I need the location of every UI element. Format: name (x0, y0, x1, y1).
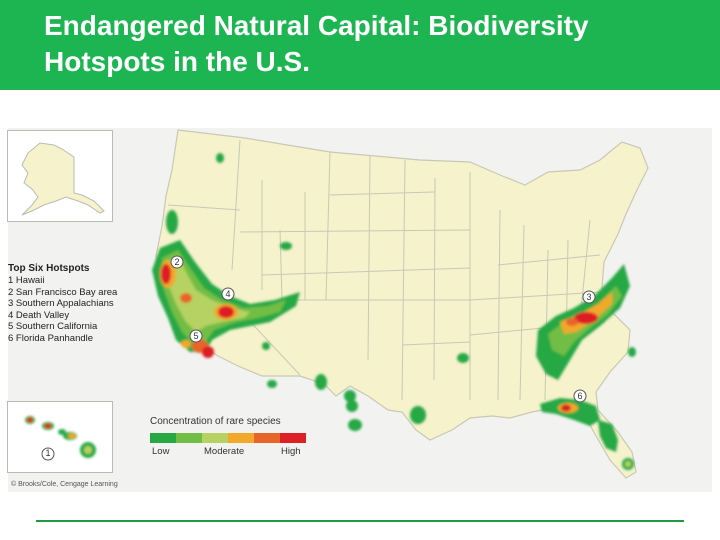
marker-4: 4 (225, 289, 230, 299)
scale-swatch (228, 433, 254, 443)
marker-5: 5 (193, 331, 198, 341)
scale-swatch (150, 433, 176, 443)
marker-6: 6 (577, 391, 582, 401)
scale-labels: Low Moderate High (150, 446, 310, 460)
contiguous-us-land (155, 129, 649, 479)
scale-swatch (254, 433, 280, 443)
legend-item: 4 Death Valley (8, 309, 70, 321)
title-bar: Endangered Natural Capital: Biodiversity… (0, 0, 720, 90)
slide-title-line-1: Endangered Natural Capital: Biodiversity (44, 10, 589, 41)
slide-title-line-2: Hotspots in the U.S. (44, 46, 310, 77)
slide-title: Endangered Natural Capital: Biodiversity… (44, 8, 704, 80)
marker-1: 1 (45, 448, 50, 458)
legend-item: 5 Southern California (8, 321, 98, 333)
scale-title: Concentration of rare species (150, 416, 281, 427)
legend-title: Top Six Hotspots (8, 263, 90, 274)
image-credit: © Brooks/Cole, Cengage Learning (11, 481, 118, 488)
hawaii-map (25, 416, 96, 461)
state-borders (167, 139, 606, 401)
legend-item: 6 Florida Panhandle (8, 332, 94, 344)
bottom-divider (36, 520, 684, 522)
marker-3: 3 (586, 292, 591, 302)
alaska-map (21, 142, 105, 216)
legend-item: 2 San Francisco Bay area (8, 286, 118, 298)
alaska-inset (7, 130, 113, 222)
scale-moderate-label: Moderate (204, 446, 245, 457)
hotspot-southern-california (202, 346, 214, 358)
scale-swatch (202, 433, 228, 443)
hotspot-or-coast (166, 210, 178, 234)
hotspot-death-valley (218, 306, 234, 318)
scale-swatch (176, 433, 202, 443)
marker-2: 2 (174, 257, 179, 267)
hotspot-southern-appalachians (574, 312, 598, 324)
hotspot-markers (170, 255, 596, 403)
hawaii-inset (7, 401, 113, 473)
scale-low-label: Low (152, 446, 170, 457)
hotspot-regions (152, 153, 636, 470)
hotspot-wa (216, 153, 224, 163)
hotspot-legend: Top Six Hotspots 1 Hawaii 2 San Francisc… (8, 262, 158, 345)
hotspot-florida-panhandle (561, 404, 571, 412)
scale-high-label: High (281, 446, 301, 457)
concentration-scale: Concentration of rare species Low Modera… (150, 415, 310, 460)
scale-swatch (280, 433, 306, 443)
legend-item: 1 Hawaii (8, 275, 45, 286)
scale-color-bar (150, 433, 306, 443)
legend-item: 3 Southern Appalachians (8, 298, 114, 310)
